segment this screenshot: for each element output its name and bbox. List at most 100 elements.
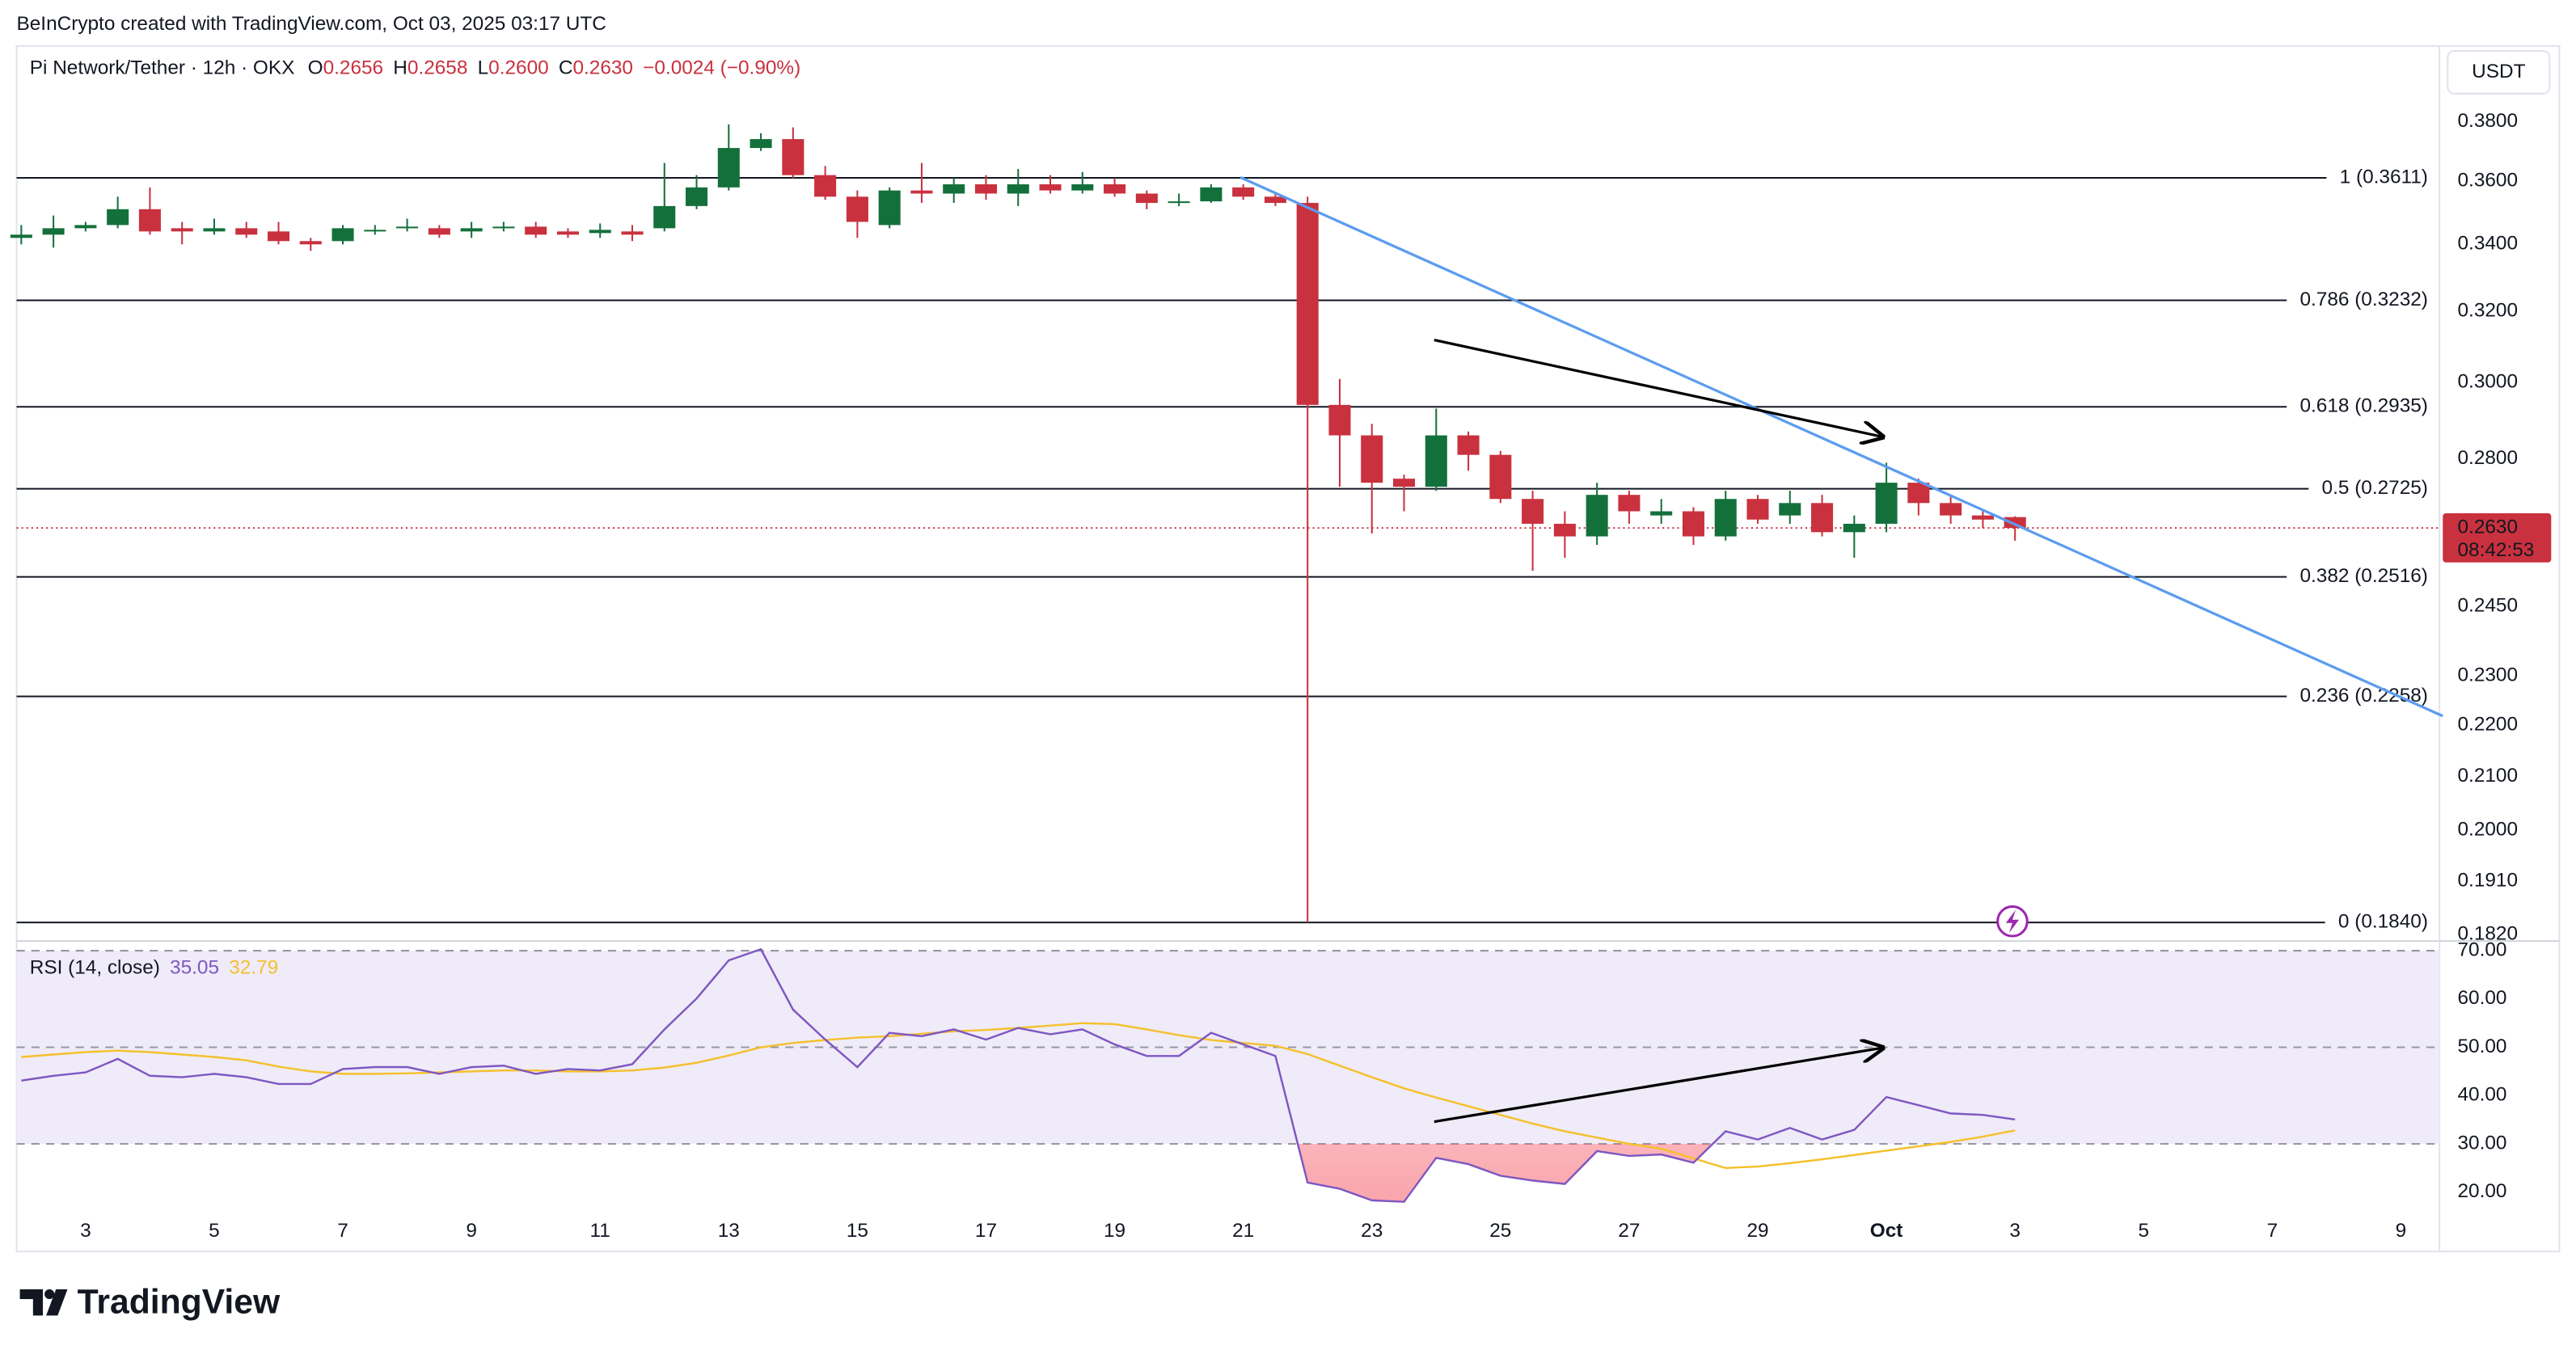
candle-body	[1296, 203, 1319, 405]
panel-frame	[15, 44, 2561, 1253]
candle-body	[1392, 479, 1416, 487]
alert-bolt	[2005, 909, 2020, 933]
rsi-legend: RSI (14, close) 35.05 32.79	[30, 957, 278, 979]
oversold-fill	[21, 1144, 2016, 1202]
candle-body	[74, 225, 97, 229]
y-tick-label: 0.2200	[2458, 713, 2519, 735]
rsi-value: 35.05	[170, 957, 219, 979]
fib-label: 0 (0.1840)	[2338, 911, 2428, 933]
y-tick-label: 0.2100	[2458, 765, 2519, 787]
candle-body	[1135, 193, 1158, 204]
candle-body	[943, 184, 965, 194]
candle-body	[556, 231, 579, 235]
y-tick-label: 0.3200	[2458, 300, 2519, 322]
candle-body	[171, 228, 193, 232]
currency[interactable]: USDT	[2472, 61, 2525, 82]
candle-body	[878, 190, 901, 226]
fib-label: 0.236 (0.2258)	[2299, 685, 2427, 707]
candle-body	[396, 226, 419, 229]
candle-body	[1328, 404, 1351, 436]
rsi-line	[21, 947, 2016, 1203]
candle-body	[974, 184, 998, 194]
candle-body	[2004, 517, 2026, 529]
candle-body	[1553, 523, 1576, 537]
last-price-label: 0.2630	[2458, 517, 2519, 538]
ohlc-key: H	[393, 57, 408, 79]
x-tick-label: 23	[1361, 1220, 1383, 1242]
candle-body	[1361, 435, 1383, 483]
candle-body	[1104, 184, 1126, 194]
x-tick-label: 9	[466, 1220, 477, 1242]
symbol: Pi Network/Tether · 12h · OKX	[30, 57, 295, 79]
candle-body	[235, 228, 258, 235]
candle-body	[686, 187, 708, 206]
candle-body	[1779, 503, 1801, 516]
fib-label: 0.382 (0.2516)	[2299, 565, 2427, 587]
x-tick-label: 19	[1104, 1220, 1125, 1242]
candle-body	[203, 228, 226, 232]
candle-body	[1811, 503, 1834, 533]
candle-body	[846, 196, 868, 222]
x-tick-label: 21	[1232, 1220, 1254, 1242]
y-tick-label: 0.1910	[2458, 870, 2519, 892]
candle-body	[42, 228, 65, 235]
candle-body	[1714, 499, 1737, 537]
candle-body	[364, 230, 386, 232]
trendline	[1239, 175, 2443, 718]
logo-mark	[19, 1289, 44, 1316]
candle-body	[1039, 184, 1062, 191]
x-tick-label: 27	[1618, 1220, 1640, 1242]
logo-mark	[46, 1289, 68, 1316]
ohlc-value: 0.2656	[323, 57, 384, 79]
x-tick-label: 5	[209, 1220, 220, 1242]
candle-body	[814, 175, 837, 197]
candle-body	[1489, 454, 1512, 500]
ohlc-value: 0.2658	[408, 57, 468, 79]
candle-body	[1618, 495, 1641, 512]
x-tick-label: 3	[2009, 1220, 2021, 1242]
ohlc-value: 0.2600	[488, 57, 549, 79]
ohlc-key: O	[308, 57, 323, 79]
candle-body	[782, 139, 804, 175]
y-tick-label: 0.2450	[2458, 594, 2519, 616]
currency-box[interactable]	[2447, 49, 2551, 95]
candle-body	[1682, 511, 1704, 537]
candle-body	[267, 231, 290, 242]
fib-label: 0.618 (0.2935)	[2299, 395, 2427, 417]
candle-body	[460, 228, 483, 232]
alert-icon	[1996, 905, 2029, 938]
rsi-tick-label: 30.00	[2458, 1132, 2507, 1154]
candle-body	[1650, 511, 1673, 516]
candle-body	[1940, 503, 1962, 516]
candle-body	[1168, 201, 1190, 204]
rsi-tick-label: 50.00	[2458, 1036, 2507, 1057]
candle-body	[1746, 499, 1769, 520]
rsi-value: 32.79	[229, 957, 278, 979]
candle-body	[1843, 523, 1865, 533]
candle-body	[299, 241, 322, 245]
candle-body	[525, 226, 547, 235]
candle-body	[1200, 187, 1223, 202]
y-tick-label: 0.2800	[2458, 447, 2519, 469]
last-price-box	[2443, 513, 2552, 563]
x-tick-label: 17	[975, 1220, 997, 1242]
y-tick-label: 0.2300	[2458, 664, 2519, 686]
price-pane: 0.3800 0.3600 0.3400 0.3200 0.3000 0.2800 0.24…	[10, 110, 2552, 1242]
x-tick-label: 13	[718, 1220, 740, 1242]
candle-body	[107, 209, 129, 226]
candle-body	[1457, 435, 1480, 455]
candle-body	[10, 234, 32, 238]
x-tick-label: 3	[80, 1220, 91, 1242]
candle-body	[621, 231, 644, 235]
candle-body	[589, 230, 611, 234]
y-tick-label: 0.3600	[2458, 170, 2519, 192]
candle-body	[1907, 483, 1930, 504]
brand-logo: TradingView	[19, 1282, 281, 1321]
candle-body	[1522, 499, 1544, 524]
candle-body	[1007, 184, 1029, 194]
symbol-legend: Pi Network/Tether · 12h · OKX O0.2656 H0.2…	[30, 57, 800, 79]
annotation-arrow	[1434, 338, 1883, 437]
candle-body	[717, 148, 740, 188]
ohlc-value: 0.2630	[572, 57, 633, 79]
ohlc-key: L	[478, 57, 489, 79]
